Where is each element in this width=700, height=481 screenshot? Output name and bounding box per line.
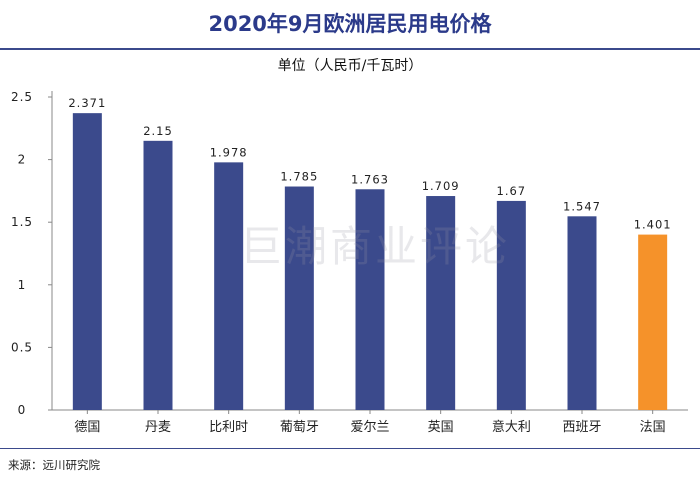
- bar: [284, 186, 314, 410]
- category-label: 德国: [74, 420, 100, 435]
- data-label: 1.401: [634, 218, 672, 232]
- data-label: 1.978: [210, 145, 248, 159]
- category-label: 法国: [640, 420, 666, 435]
- bar: [567, 216, 597, 410]
- category-label: 意大利: [492, 419, 531, 435]
- bar: [355, 189, 385, 410]
- y-tick-label: 2.5: [11, 90, 33, 104]
- source-note: 来源：远川研究院: [8, 458, 100, 472]
- bar: [638, 234, 668, 410]
- bar: [143, 140, 173, 410]
- category-label: 比利时: [209, 420, 248, 435]
- data-label: 1.547: [563, 199, 601, 213]
- y-tick-label: 0: [18, 403, 27, 417]
- y-tick-label: 1.5: [11, 215, 33, 229]
- unit-label: 单位（人民币/千瓦时）: [277, 58, 423, 74]
- bar: [496, 200, 526, 410]
- data-label: 1.785: [280, 170, 318, 184]
- y-tick-label: 0.5: [11, 340, 33, 354]
- data-label: 2.371: [68, 96, 106, 110]
- watermark: 巨潮商业评论: [240, 222, 511, 271]
- data-label: 2.15: [143, 124, 173, 138]
- data-label: 1.67: [497, 184, 527, 198]
- bar: [426, 196, 456, 410]
- bar: [214, 162, 244, 410]
- category-label: 英国: [428, 420, 454, 435]
- category-label: 西班牙: [562, 420, 601, 435]
- chart-title: 2020年9月欧洲居民用电价格: [208, 12, 492, 36]
- category-label: 葡萄牙: [280, 420, 319, 435]
- category-label: 丹麦: [145, 420, 171, 435]
- data-label: 1.709: [422, 179, 460, 193]
- footer-divider: [0, 448, 700, 449]
- title-divider: [0, 48, 700, 50]
- y-tick-label: 2: [18, 153, 27, 167]
- bar: [72, 113, 102, 410]
- category-label: 爱尔兰: [350, 420, 389, 435]
- data-label: 1.763: [351, 172, 389, 186]
- y-tick-label: 1: [18, 278, 27, 292]
